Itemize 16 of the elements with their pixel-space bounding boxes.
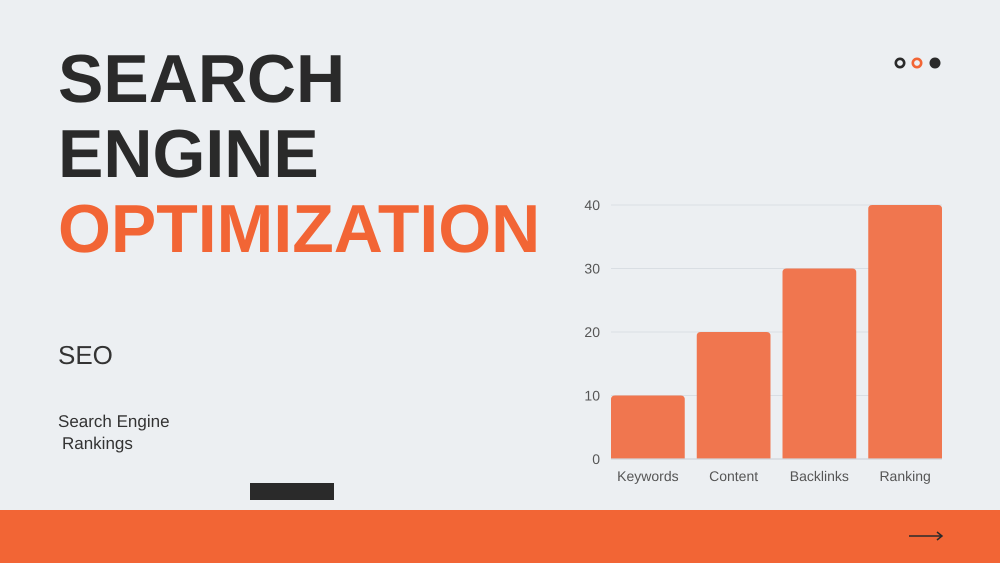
y-tick-label: 40	[584, 196, 600, 213]
y-tick-label: 0	[592, 450, 600, 467]
bar	[782, 268, 856, 459]
bar	[611, 396, 685, 459]
bar	[696, 332, 770, 459]
text: SEO	[58, 340, 113, 370]
chart-title: SEARCH ENGINE OPTIMIZATION	[58, 41, 540, 267]
x-tick-label: Content	[709, 468, 758, 484]
y-tick-label: 10	[584, 387, 600, 404]
x-tick-label: Backlinks	[790, 468, 849, 484]
y-tick-label: 20	[584, 324, 600, 340]
y-tick-label: 30	[584, 260, 600, 276]
bar	[868, 205, 942, 459]
x-tick-label: Ranking	[879, 468, 931, 484]
x-tick-label: Keywords	[617, 468, 679, 484]
text: Search Engine Rankings	[58, 412, 170, 453]
